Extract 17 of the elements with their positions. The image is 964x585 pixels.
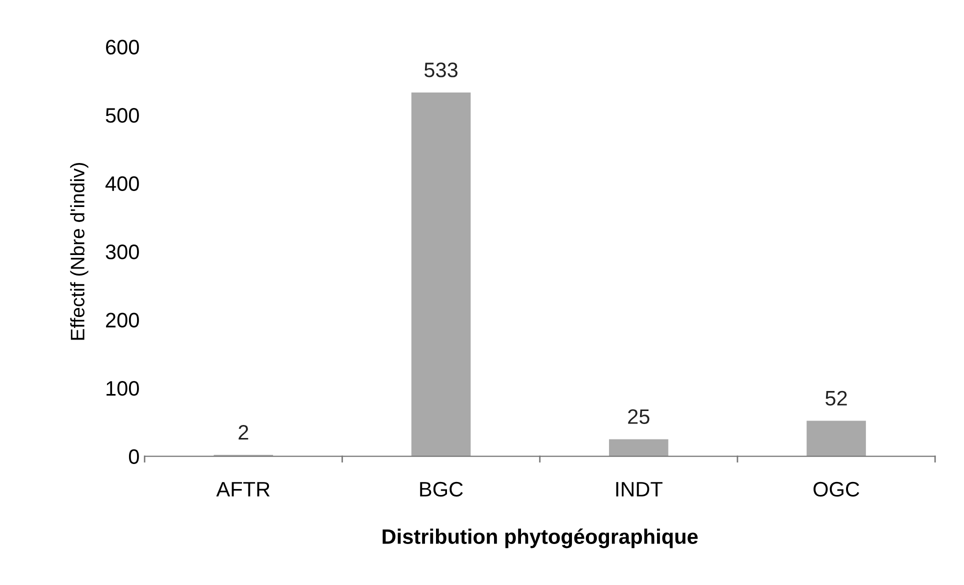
data-label: 25: [628, 409, 650, 424]
y-tick-label: 100: [106, 381, 139, 396]
y-tick-label: 600: [106, 40, 139, 55]
x-tick-label: BGC: [420, 482, 463, 497]
y-tick-label: 300: [106, 244, 139, 260]
data-label: 2: [238, 424, 248, 440]
y-tick-label: 500: [106, 108, 139, 123]
y-tick-label: 200: [106, 312, 139, 328]
y-axis-title: Effectif (Nbre d'indiv): [70, 162, 88, 340]
data-label: 52: [826, 390, 847, 406]
data-label: 533: [424, 62, 458, 78]
x-tick-label: AFTR: [216, 482, 270, 496]
x-axis-title: Distribution phytogéographique: [382, 528, 698, 548]
y-tick-label: 0: [128, 449, 139, 464]
x-tick-label: INDT: [616, 482, 662, 496]
x-tick-label: OGC: [814, 482, 860, 497]
y-tick-label: 400: [105, 176, 139, 192]
